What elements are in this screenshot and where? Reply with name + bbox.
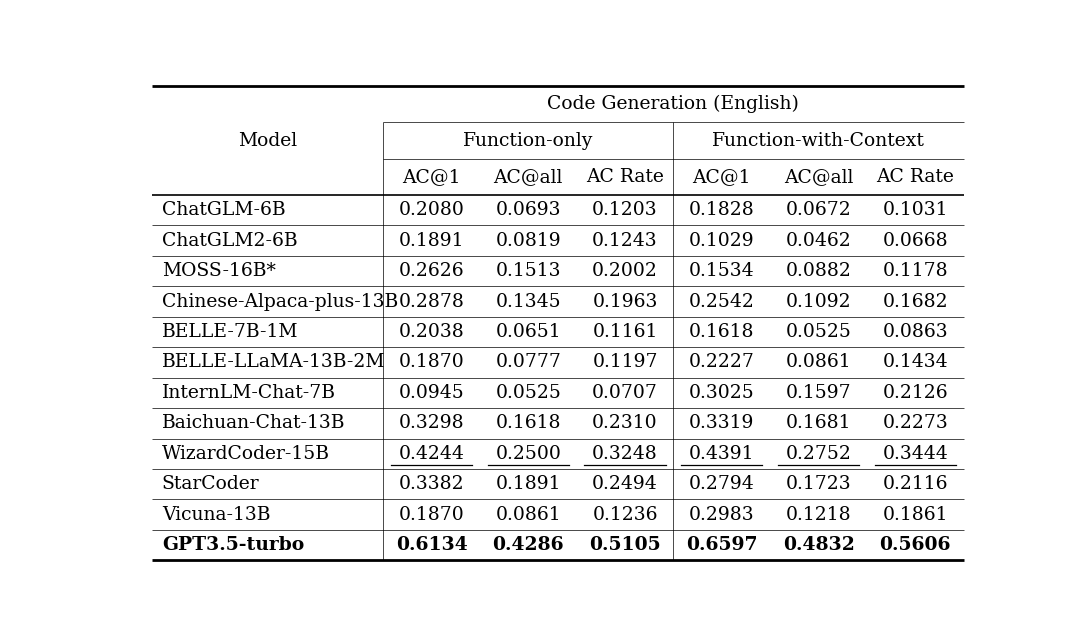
Text: 0.1434: 0.1434: [882, 354, 948, 371]
Text: 0.2227: 0.2227: [689, 354, 755, 371]
Text: 0.1891: 0.1891: [496, 475, 561, 493]
Text: 0.1828: 0.1828: [689, 201, 755, 219]
Text: 0.1161: 0.1161: [592, 323, 658, 341]
Text: 0.0863: 0.0863: [882, 323, 948, 341]
Text: 0.2116: 0.2116: [882, 475, 948, 493]
Text: 0.1218: 0.1218: [785, 505, 851, 524]
Text: AC Rate: AC Rate: [586, 168, 664, 186]
Text: 0.3319: 0.3319: [689, 414, 755, 432]
Text: 0.0672: 0.0672: [785, 201, 851, 219]
Text: 0.2080: 0.2080: [399, 201, 464, 219]
Text: GPT3.5-turbo: GPT3.5-turbo: [162, 536, 305, 554]
Text: 0.1618: 0.1618: [689, 323, 755, 341]
Text: AC@all: AC@all: [784, 168, 853, 186]
Text: 0.1243: 0.1243: [592, 232, 658, 250]
Text: BELLE-7B-1M: BELLE-7B-1M: [162, 323, 298, 341]
Text: BELLE-LLaMA-13B-2M: BELLE-LLaMA-13B-2M: [162, 354, 386, 371]
Text: 0.1618: 0.1618: [496, 414, 561, 432]
Text: 0.2126: 0.2126: [882, 384, 948, 402]
Text: 0.0861: 0.0861: [496, 505, 562, 524]
Text: 0.2494: 0.2494: [592, 475, 658, 493]
Text: ChatGLM-6B: ChatGLM-6B: [162, 201, 285, 219]
Text: 0.2273: 0.2273: [882, 414, 948, 432]
Text: 0.5105: 0.5105: [590, 536, 661, 554]
Text: Chinese-Alpaca-plus-13B: Chinese-Alpaca-plus-13B: [162, 293, 399, 311]
Text: 0.1681: 0.1681: [786, 414, 851, 432]
Text: WizardCoder-15B: WizardCoder-15B: [162, 444, 329, 463]
Text: 0.0668: 0.0668: [882, 232, 948, 250]
Text: AC Rate: AC Rate: [876, 168, 955, 186]
Text: 0.1178: 0.1178: [882, 262, 948, 280]
Text: AC@1: AC@1: [402, 168, 461, 186]
Text: 0.2878: 0.2878: [399, 293, 464, 311]
Text: 0.3444: 0.3444: [882, 444, 948, 463]
Text: 0.1029: 0.1029: [689, 232, 755, 250]
Text: 0.3382: 0.3382: [399, 475, 464, 493]
Text: 0.6134: 0.6134: [395, 536, 468, 554]
Text: 0.6597: 0.6597: [686, 536, 757, 554]
Text: 0.0945: 0.0945: [399, 384, 464, 402]
Text: Model: Model: [238, 131, 297, 149]
Text: 0.0525: 0.0525: [496, 384, 562, 402]
Text: 0.1236: 0.1236: [592, 505, 658, 524]
Text: 0.1682: 0.1682: [882, 293, 948, 311]
Text: 0.1197: 0.1197: [592, 354, 658, 371]
Text: 0.3298: 0.3298: [399, 414, 464, 432]
Text: ChatGLM2-6B: ChatGLM2-6B: [162, 232, 297, 250]
Text: 0.2002: 0.2002: [592, 262, 658, 280]
Text: 0.1963: 0.1963: [592, 293, 658, 311]
Text: 0.1723: 0.1723: [785, 475, 851, 493]
Text: 0.4244: 0.4244: [399, 444, 464, 463]
Text: 0.2752: 0.2752: [785, 444, 851, 463]
Text: 0.1870: 0.1870: [399, 505, 464, 524]
Text: StarCoder: StarCoder: [162, 475, 259, 493]
Text: 0.4832: 0.4832: [783, 536, 854, 554]
Text: Vicuna-13B: Vicuna-13B: [162, 505, 270, 524]
Text: 0.0861: 0.0861: [785, 354, 851, 371]
Text: 0.2794: 0.2794: [689, 475, 755, 493]
Text: Code Generation (English): Code Generation (English): [548, 95, 799, 113]
Text: 0.2542: 0.2542: [689, 293, 755, 311]
Text: 0.2983: 0.2983: [689, 505, 755, 524]
Text: 0.2038: 0.2038: [399, 323, 464, 341]
Text: 0.1031: 0.1031: [882, 201, 948, 219]
Text: Baichuan-Chat-13B: Baichuan-Chat-13B: [162, 414, 346, 432]
Text: 0.0707: 0.0707: [592, 384, 658, 402]
Text: 0.1513: 0.1513: [496, 262, 561, 280]
Text: 0.4286: 0.4286: [492, 536, 564, 554]
Text: 0.1870: 0.1870: [399, 354, 464, 371]
Text: AC@all: AC@all: [494, 168, 563, 186]
Text: 0.5606: 0.5606: [879, 536, 951, 554]
Text: Function-with-Context: Function-with-Context: [712, 131, 924, 149]
Text: 0.0462: 0.0462: [785, 232, 851, 250]
Text: 0.0525: 0.0525: [785, 323, 851, 341]
Text: InternLM-Chat-7B: InternLM-Chat-7B: [162, 384, 336, 402]
Text: 0.2626: 0.2626: [399, 262, 464, 280]
Text: MOSS-16B*: MOSS-16B*: [162, 262, 275, 280]
Text: 0.2500: 0.2500: [496, 444, 562, 463]
Text: 0.0777: 0.0777: [496, 354, 562, 371]
Text: 0.1345: 0.1345: [496, 293, 562, 311]
Text: 0.1891: 0.1891: [399, 232, 464, 250]
Text: 0.3248: 0.3248: [592, 444, 658, 463]
Text: 0.0693: 0.0693: [496, 201, 561, 219]
Text: AC@1: AC@1: [692, 168, 751, 186]
Text: 0.0651: 0.0651: [496, 323, 562, 341]
Text: 0.3025: 0.3025: [689, 384, 755, 402]
Text: 0.1203: 0.1203: [592, 201, 658, 219]
Text: 0.1534: 0.1534: [689, 262, 755, 280]
Text: 0.1092: 0.1092: [785, 293, 851, 311]
Text: 0.0819: 0.0819: [496, 232, 562, 250]
Text: 0.1597: 0.1597: [785, 384, 851, 402]
Text: Function-only: Function-only: [463, 131, 593, 149]
Text: 0.1861: 0.1861: [882, 505, 948, 524]
Text: 0.2310: 0.2310: [592, 414, 658, 432]
Text: 0.0882: 0.0882: [785, 262, 851, 280]
Text: 0.4391: 0.4391: [689, 444, 755, 463]
